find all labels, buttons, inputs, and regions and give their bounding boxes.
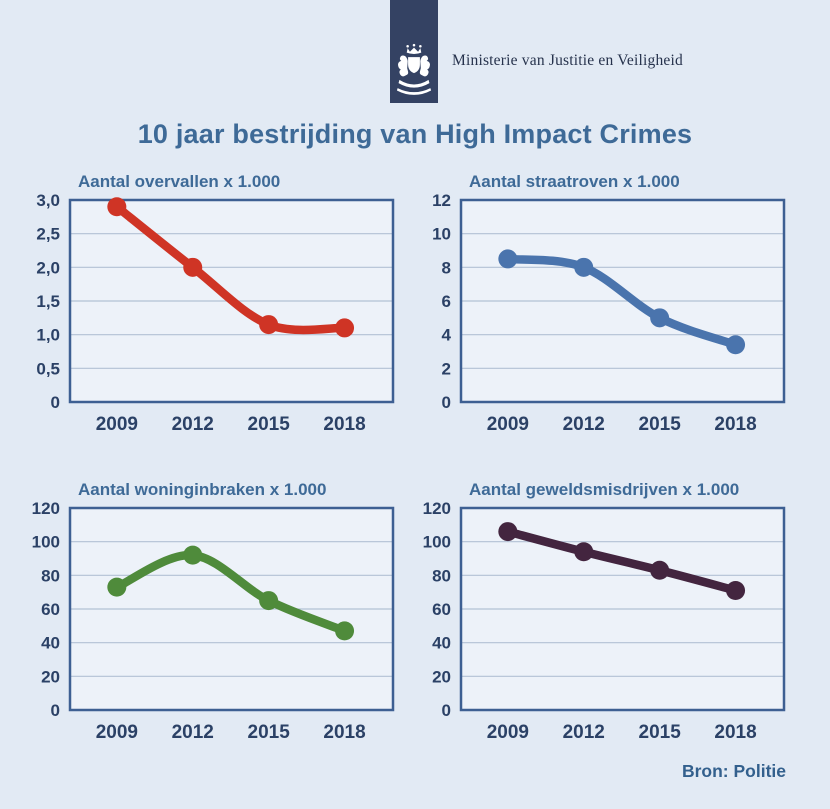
y-tick-label: 120 (423, 499, 451, 518)
source-credit: Bron: Politie (681, 761, 786, 781)
y-tick-label: 10 (432, 225, 451, 244)
line-chart: 3,0 2,5 2,0 1,5 1,0 0,5 0 2009 2012 2015 2018 (36, 191, 395, 435)
data-point (498, 522, 518, 542)
plot-woninginbraken: 120 100 80 60 40 20 0 2009 2012 2015 2018 (0, 478, 415, 743)
data-point (650, 560, 670, 580)
x-tick-label: 2018 (323, 722, 365, 743)
chart-title-woninginbraken: Aantal woninginbraken x 1.000 (78, 480, 327, 499)
data-point (107, 197, 127, 217)
rijksoverheid-logo-ribbon (390, 0, 438, 103)
y-tick-label: 80 (41, 566, 60, 585)
data-point (335, 318, 355, 338)
x-tick-label: 2015 (248, 722, 291, 743)
data-point (574, 257, 594, 277)
y-tick-label: 2,0 (36, 258, 60, 277)
y-tick-label: 0,5 (36, 359, 60, 378)
data-point (183, 545, 203, 565)
line-chart: 120 100 80 60 40 20 0 2009 2012 2015 2018 (423, 499, 786, 743)
x-tick-label: 2009 (96, 414, 138, 435)
trend-line (112, 550, 349, 636)
chart-overvallen: Aantal overvallen x 1.000 3,0 2,5 2,0 1,5 1,… (0, 170, 415, 435)
trend-line (503, 254, 740, 350)
plot-geweldsmisdrijven: 120 100 80 60 40 20 0 2009 2012 2015 2018 (391, 478, 806, 743)
plot-straatroven: 12 10 8 6 4 2 0 2009 2012 2015 2018 (391, 170, 806, 435)
y-tick-label: 3,0 (36, 191, 60, 210)
y-tick-label: 40 (41, 634, 60, 653)
chart-straatroven: Aantal straatroven x 1.000 12 10 8 6 4 2 0 2009… (391, 170, 806, 435)
data-point (498, 249, 518, 269)
x-tick-label: 2012 (172, 722, 214, 743)
plot-frame (459, 506, 786, 712)
y-tick-label: 12 (432, 191, 451, 210)
chart-title-overvallen: Aantal overvallen x 1.000 (78, 172, 281, 191)
chart-title-straatroven: Aantal straatroven x 1.000 (469, 172, 680, 191)
y-tick-label: 20 (41, 667, 60, 686)
y-tick-label: 80 (432, 566, 451, 585)
plot-frame (68, 506, 395, 712)
x-tick-label: 2009 (487, 722, 529, 743)
y-tick-label: 8 (442, 258, 451, 277)
y-tick-label: 0 (51, 393, 60, 412)
data-point (726, 335, 746, 355)
coat-of-arms-icon (396, 43, 432, 95)
y-tick-label: 0 (442, 393, 451, 412)
data-point (259, 315, 279, 335)
y-tick-label: 100 (32, 533, 60, 552)
trend-line (112, 202, 349, 335)
chart-title-geweldsmisdrijven: Aantal geweldsmisdrijven x 1.000 (469, 480, 740, 499)
x-tick-label: 2015 (639, 722, 682, 743)
data-point (335, 621, 355, 641)
chart-woninginbraken: Aantal woninginbraken x 1.000 120 100 80 60… (0, 478, 415, 743)
x-tick-label: 2015 (248, 414, 291, 435)
data-point (259, 591, 279, 611)
x-tick-label: 2018 (323, 414, 365, 435)
line-chart: 12 10 8 6 4 2 0 2009 2012 2015 2018 (432, 191, 786, 435)
y-tick-label: 1,0 (36, 326, 60, 345)
x-tick-label: 2015 (639, 414, 682, 435)
data-point (183, 257, 203, 277)
y-tick-label: 6 (442, 292, 451, 311)
data-point (726, 580, 746, 600)
plot-frame (459, 198, 786, 404)
ministry-name: Ministerie van Justitie en Veiligheid (452, 52, 683, 69)
y-tick-label: 100 (423, 533, 451, 552)
data-point (107, 577, 127, 597)
x-tick-label: 2012 (563, 722, 605, 743)
y-tick-label: 2 (442, 359, 451, 378)
plot-frame (68, 198, 395, 404)
y-tick-label: 60 (41, 600, 60, 619)
y-tick-label: 120 (32, 499, 60, 518)
y-tick-label: 2,5 (36, 225, 60, 244)
x-tick-label: 2018 (714, 722, 756, 743)
trend-line (503, 527, 740, 595)
data-point (650, 308, 670, 328)
data-point (574, 542, 594, 562)
page-title: 10 jaar bestrijding van High Impact Crim… (137, 119, 693, 149)
plot-overvallen: 3,0 2,5 2,0 1,5 1,0 0,5 0 2009 2012 2015 2018 (0, 170, 415, 435)
chart-geweldsmisdrijven: Aantal geweldsmisdrijven x 1.000 120 100 8… (391, 478, 806, 743)
x-tick-label: 2009 (96, 722, 138, 743)
x-tick-label: 2018 (714, 414, 756, 435)
y-tick-label: 1,5 (36, 292, 60, 311)
line-chart: 120 100 80 60 40 20 0 2009 2012 2015 2018 (32, 499, 395, 743)
x-tick-label: 2012 (563, 414, 605, 435)
x-tick-label: 2009 (487, 414, 529, 435)
y-tick-label: 60 (432, 600, 451, 619)
y-tick-label: 40 (432, 634, 451, 653)
y-tick-label: 4 (442, 326, 452, 345)
y-tick-label: 0 (51, 701, 60, 720)
y-tick-label: 20 (432, 667, 451, 686)
y-tick-label: 0 (442, 701, 451, 720)
x-tick-label: 2012 (172, 414, 214, 435)
